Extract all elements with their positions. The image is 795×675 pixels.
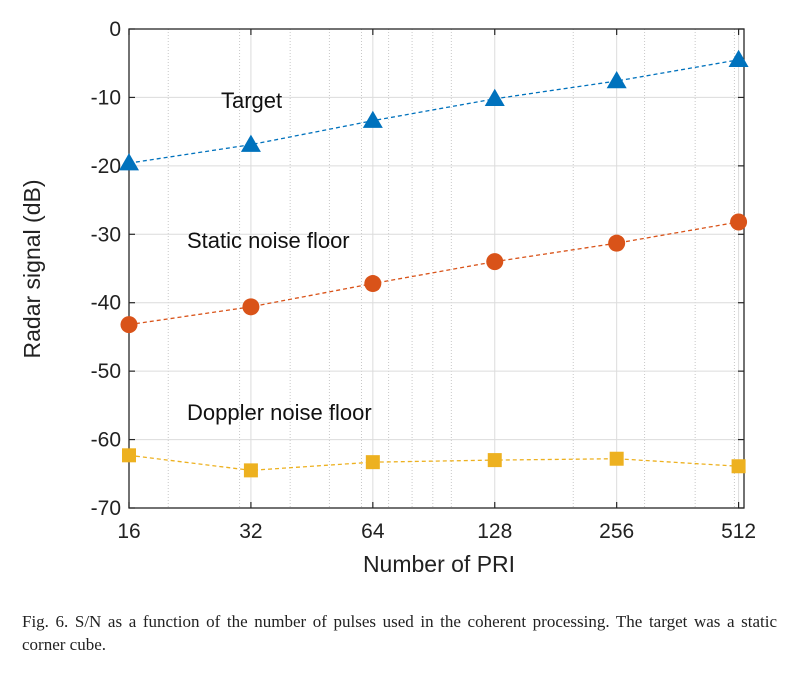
data-point — [362, 110, 383, 128]
data-point — [731, 459, 746, 474]
series-doppler-noise-floor — [122, 448, 746, 478]
data-point — [484, 88, 505, 106]
data-point — [606, 71, 627, 89]
data-point — [122, 448, 136, 463]
plot-frame — [128, 28, 745, 509]
data-point — [486, 253, 504, 271]
figure-caption: Fig. 6. S/N as a function of the number … — [22, 612, 777, 654]
y-tick-label: -60 — [91, 429, 121, 452]
data-point — [364, 275, 382, 293]
x-tick-label: 64 — [361, 520, 385, 543]
data-point — [243, 463, 258, 478]
data-point — [119, 153, 139, 171]
y-tick-label: -30 — [91, 223, 121, 246]
label-doppler-noise-floor: Doppler noise floor — [187, 400, 372, 425]
y-tick-label: -20 — [91, 155, 121, 178]
x-tick-label: 16 — [117, 520, 140, 543]
series-line-doppler-noise-floor — [128, 454, 739, 472]
data-point — [120, 316, 138, 334]
series-target — [119, 49, 749, 171]
y-tick-label: -10 — [91, 86, 121, 109]
series-static-noise-floor — [120, 213, 748, 334]
data-point — [728, 49, 749, 67]
x-tick-label: 512 — [721, 520, 756, 543]
data-point — [240, 134, 261, 152]
data-point — [608, 234, 626, 252]
data-point — [487, 453, 502, 468]
y-tick-label: 0 — [109, 18, 121, 41]
x-axis-label: Number of PRI — [363, 551, 515, 577]
x-tick-label: 128 — [477, 520, 512, 543]
y-axis-label: Radar signal (dB) — [19, 180, 45, 359]
x-tick-label: 32 — [239, 520, 262, 543]
series-line-target — [128, 59, 739, 164]
label-static-noise-floor: Static noise floor — [187, 228, 350, 253]
data-point — [242, 298, 260, 316]
label-target: Target — [221, 88, 282, 113]
y-tick-label: -40 — [91, 292, 121, 315]
data-point — [365, 455, 380, 470]
data-point — [730, 213, 748, 231]
y-tick-label: -70 — [91, 497, 121, 520]
series-layer — [119, 49, 749, 478]
y-tick-label: -50 — [91, 360, 121, 383]
x-tick-label: 256 — [599, 520, 634, 543]
series-line-static-noise-floor — [128, 221, 739, 326]
data-point — [609, 451, 624, 466]
